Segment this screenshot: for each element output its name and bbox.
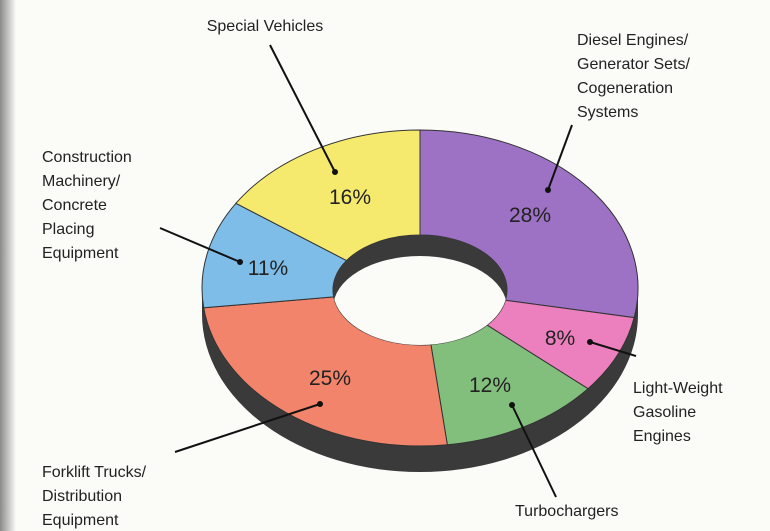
category-label: Construction Machinery/Concrete Placing Equ… xyxy=(42,149,132,262)
photo-edge xyxy=(0,0,16,531)
donut xyxy=(201,129,639,472)
labels: Diesel Engines/Generator Sets/Cogenerati… xyxy=(42,18,723,529)
leader-dot xyxy=(237,259,243,265)
leader-line xyxy=(269,44,336,173)
category-label: Turbochargers xyxy=(515,503,618,520)
leader-dot xyxy=(509,402,515,408)
leader-line xyxy=(589,341,637,357)
value-label: 8% xyxy=(545,327,575,350)
leader-line xyxy=(174,403,321,453)
leader-dot xyxy=(587,339,593,345)
leader-dot xyxy=(545,187,551,193)
value-label: 16% xyxy=(329,186,371,209)
value-label: 25% xyxy=(309,367,351,390)
category-label: Special Vehicles xyxy=(207,18,324,35)
leader-line xyxy=(159,227,241,263)
leader-dot xyxy=(317,401,323,407)
hole xyxy=(333,256,507,345)
value-label: 11% xyxy=(248,257,288,280)
leader-line xyxy=(547,124,573,191)
leader-dot xyxy=(332,169,338,175)
value-label: 12% xyxy=(469,374,511,397)
category-label: Diesel Engines/Generator Sets/Cogenerati… xyxy=(577,32,691,121)
category-label: Light-Weight Gasoline Engines xyxy=(633,380,723,445)
leader-line xyxy=(511,404,557,498)
category-label: Forklift Trucks/Distribution Equipment xyxy=(42,464,147,529)
value-label: 28% xyxy=(509,204,551,227)
